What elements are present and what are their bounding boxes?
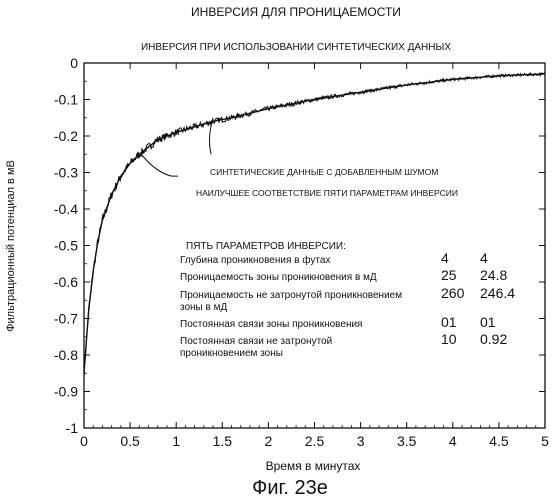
x-tick-label: 1 [172, 433, 180, 449]
parameter-label: проникновением зоны [180, 348, 283, 359]
parameter-fit-value: 0.92 [480, 331, 507, 347]
annotation-noisy-data: СИНТЕТИЧЕСКИЕ ДАННЫЕ С ДОБАВЛЕННЫМ ШУМОМ [210, 167, 438, 177]
parameters-table: ПЯТЬ ПАРАМЕТРОВ ИНВЕРСИИ: Глубина проникн… [180, 241, 515, 359]
x-tick-label: 0.5 [120, 433, 140, 449]
parameter-true-value: 260 [441, 285, 465, 301]
y-axis-label: Фильтрационный потенциал в мВ [5, 160, 17, 332]
x-tick-label: 1.5 [213, 433, 233, 449]
figure-caption: Фиг. 23е [252, 477, 328, 499]
series-noisy-data-line [84, 73, 545, 379]
parameter-label: Постоянная связи не затронутой [180, 336, 332, 347]
y-tick-label: -0.1 [54, 92, 78, 108]
y-tick-label: -1 [66, 420, 79, 436]
annotation-leader-fit [141, 154, 178, 176]
y-tick-label: -0.8 [54, 347, 78, 363]
x-tick-label: 3 [357, 433, 365, 449]
parameter-fit-value: 246.4 [480, 285, 515, 301]
parameter-label: Проницаемость не затронутой проникновени… [180, 290, 402, 301]
parameter-true-value: 10 [441, 331, 457, 347]
parameter-true-value: 01 [441, 314, 457, 330]
y-tick-label: -0.7 [54, 311, 78, 327]
x-tick-label: 4 [449, 433, 457, 449]
parameter-fit-value: 24.8 [480, 267, 507, 283]
y-tick-label: 0 [70, 55, 78, 71]
x-tick-label: 5 [541, 433, 549, 449]
y-tick-label: -0.3 [54, 165, 78, 181]
chart-title: ИНВЕРСИЯ ДЛЯ ПРОНИЦАЕМОСТИ [191, 5, 401, 19]
x-tick-label: 3.5 [397, 433, 417, 449]
parameter-fit-value: 4 [480, 250, 488, 266]
x-tick-label: 2.5 [305, 433, 325, 449]
y-tick-label: -0.4 [54, 201, 78, 217]
y-tick-label: -0.6 [54, 274, 78, 290]
annotation-layer: СИНТЕТИЧЕСКИЕ ДАННЫЕ С ДОБАВЛЕННЫМ ШУМОМ… [141, 118, 458, 198]
parameter-fit-value: 01 [480, 314, 496, 330]
parameters-table-title: ПЯТЬ ПАРАМЕТРОВ ИНВЕРСИИ: [186, 241, 346, 252]
y-tick-label: -0.2 [54, 128, 78, 144]
x-axis-label: Время в минутах [266, 459, 361, 473]
series-layer [84, 73, 545, 379]
annotation-best-fit: НАИЛУЧШЕЕ СООТВЕТСТВИЕ ПЯТИ ПАРАМЕТРАМ И… [196, 188, 458, 198]
parameter-label: Постоянная связи зоны проникновения [180, 319, 362, 330]
y-tick-label: -0.5 [54, 238, 78, 254]
x-tick-label: 0 [80, 433, 88, 449]
x-tick-label: 4.5 [489, 433, 509, 449]
chart-subtitle: ИНВЕРСИЯ ПРИ ИСПОЛЬЗОВАНИИ СИНТЕТИЧЕСКИХ… [141, 42, 451, 53]
parameter-label: зоны в мД [180, 302, 227, 313]
parameter-label: Проницаемость зоны проникновения в мД [180, 272, 377, 283]
y-tick-label: -0.9 [54, 384, 78, 400]
parameter-true-value: 4 [441, 250, 449, 266]
parameter-label: Глубина проникновения в футах [180, 254, 330, 266]
parameter-true-value: 25 [441, 267, 457, 283]
x-tick-label: 2 [265, 433, 273, 449]
